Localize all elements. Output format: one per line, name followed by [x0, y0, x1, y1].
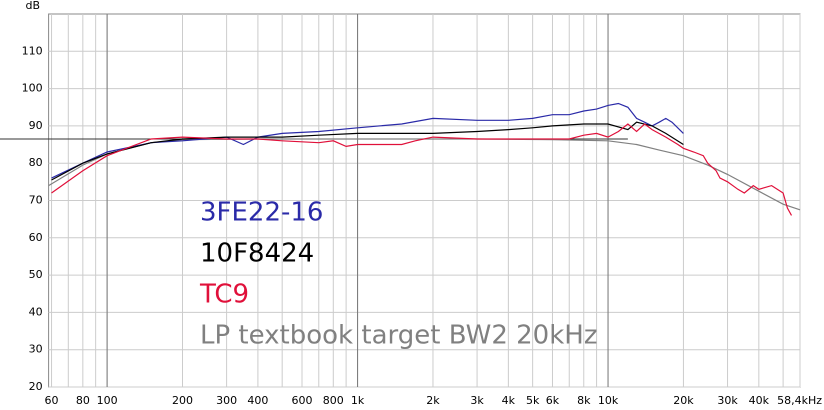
- y-tick-label: 40: [29, 305, 43, 318]
- x-tick-label: 40k: [749, 394, 770, 407]
- x-tick-label: 4k: [502, 394, 516, 407]
- legend-entry: LP textbook target BW2 20kHz: [200, 321, 597, 351]
- x-tick-label: 6k: [546, 394, 560, 407]
- y-tick-label: 50: [29, 268, 43, 281]
- y-tick-label: 30: [29, 343, 43, 356]
- x-tick-label: 8k: [577, 394, 591, 407]
- x-tick-label: 5k: [526, 394, 540, 407]
- x-tick-label: 3k: [470, 394, 484, 407]
- x-tick-label: 400: [247, 394, 268, 407]
- x-tick-label: 300: [216, 394, 237, 407]
- y-tick-label: 110: [22, 44, 43, 57]
- legend-entry: 10F8424: [200, 239, 314, 269]
- y-tick-label: 60: [29, 231, 43, 244]
- x-tick-label: 200: [172, 394, 193, 407]
- y-tick-label: 90: [29, 119, 43, 132]
- series-line: [51, 123, 793, 216]
- x-tick-label: 1k: [351, 394, 365, 407]
- x-tick-label: 800: [323, 394, 344, 407]
- y-axis-label: dB: [25, 0, 40, 12]
- legend-entry: 3FE22-16: [200, 198, 323, 228]
- x-tick-label: 60: [45, 394, 59, 407]
- x-tick-label: 58,4kHz: [777, 394, 822, 407]
- x-tick-label: 80: [76, 394, 90, 407]
- x-tick-label: 2k: [426, 394, 440, 407]
- x-tick-label: 600: [292, 394, 313, 407]
- x-tick-label: 20k: [673, 394, 694, 407]
- y-tick-label: 80: [29, 156, 43, 169]
- x-tick-label: 10k: [598, 394, 619, 407]
- x-tick-label: 30k: [717, 394, 738, 407]
- legend-entry: TC9: [199, 280, 249, 310]
- x-tick-label: 100: [97, 394, 118, 407]
- y-tick-label: 70: [29, 194, 43, 207]
- y-tick-label: 20: [29, 380, 43, 393]
- y-tick-label: 100: [22, 82, 43, 95]
